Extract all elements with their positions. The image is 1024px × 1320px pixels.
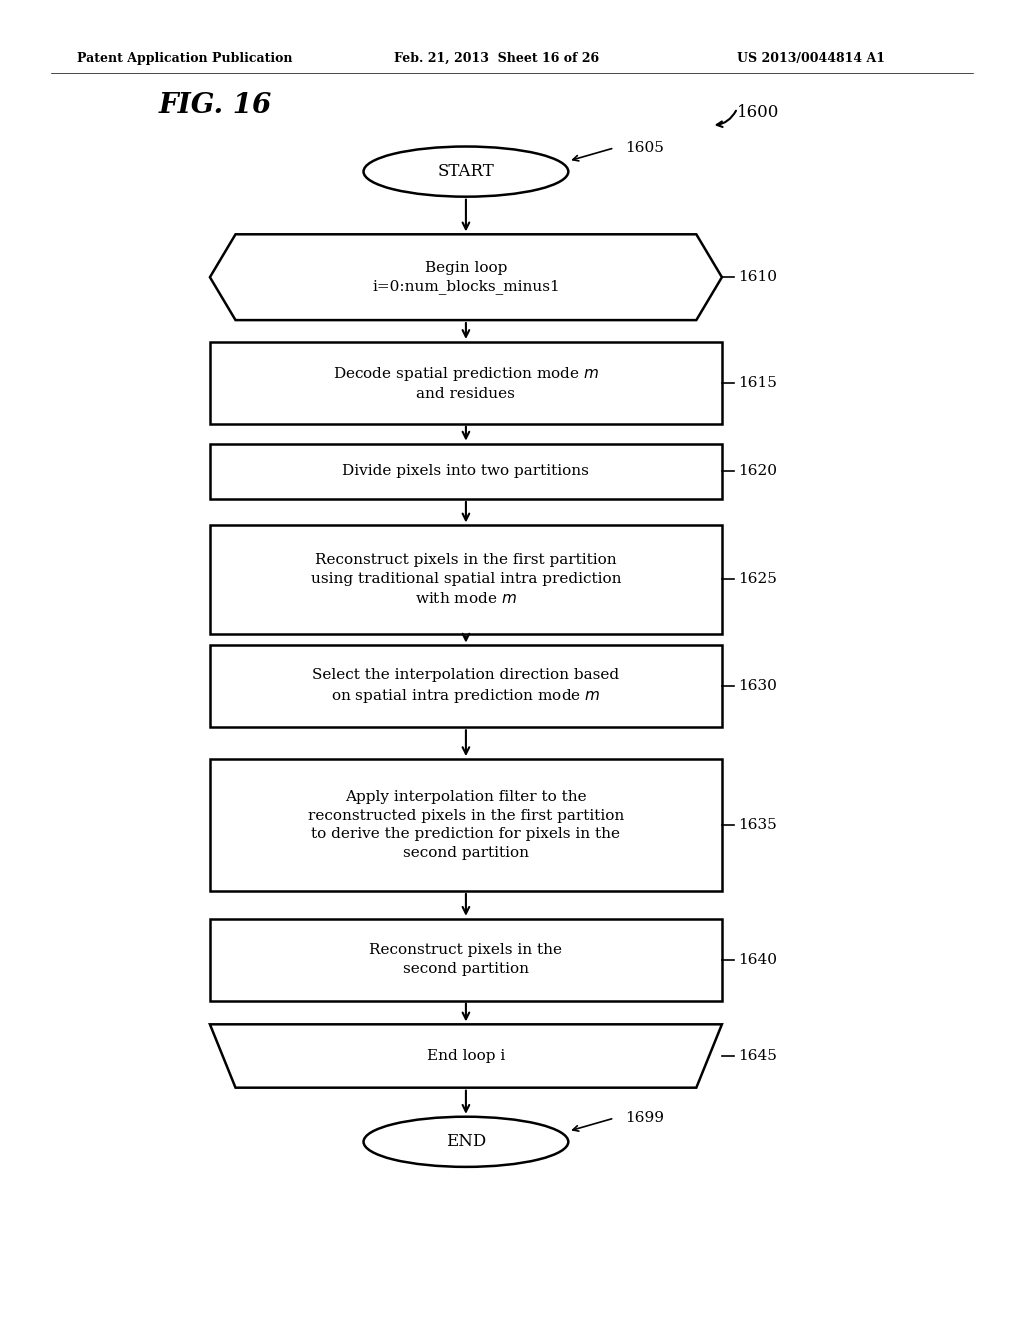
- Text: 1630: 1630: [738, 680, 777, 693]
- Text: Reconstruct pixels in the first partition
using traditional spatial intra predic: Reconstruct pixels in the first partitio…: [310, 553, 622, 606]
- Text: 1615: 1615: [738, 376, 777, 389]
- Text: 1640: 1640: [738, 953, 777, 966]
- Polygon shape: [210, 1024, 722, 1088]
- Text: 1600: 1600: [737, 104, 779, 120]
- Ellipse shape: [364, 147, 568, 197]
- Text: Apply interpolation filter to the
reconstructed pixels in the first partition
to: Apply interpolation filter to the recons…: [308, 791, 624, 859]
- Text: 1699: 1699: [625, 1111, 664, 1125]
- Polygon shape: [210, 235, 722, 319]
- Ellipse shape: [364, 1117, 568, 1167]
- Text: Decode spatial prediction mode $m$
and residues: Decode spatial prediction mode $m$ and r…: [333, 364, 599, 401]
- Bar: [210, 525, 722, 634]
- Bar: [210, 645, 722, 727]
- Text: Select the interpolation direction based
on spatial intra prediction mode $m$: Select the interpolation direction based…: [312, 668, 620, 705]
- Text: 1635: 1635: [738, 818, 777, 832]
- Text: START: START: [437, 164, 495, 180]
- Text: Divide pixels into two partitions: Divide pixels into two partitions: [342, 465, 590, 478]
- Bar: [210, 342, 722, 424]
- Bar: [210, 919, 722, 1001]
- Text: 1620: 1620: [738, 465, 777, 478]
- Bar: [210, 444, 722, 499]
- Text: 1605: 1605: [625, 141, 664, 154]
- Bar: [210, 759, 722, 891]
- Text: Begin loop
i=0:num_blocks_minus1: Begin loop i=0:num_blocks_minus1: [372, 260, 560, 294]
- Text: Reconstruct pixels in the
second partition: Reconstruct pixels in the second partiti…: [370, 944, 562, 975]
- Text: 1645: 1645: [738, 1049, 777, 1063]
- Text: US 2013/0044814 A1: US 2013/0044814 A1: [737, 51, 886, 65]
- Text: 1610: 1610: [738, 271, 777, 284]
- Text: 1625: 1625: [738, 573, 777, 586]
- Text: End loop i: End loop i: [427, 1049, 505, 1063]
- Text: Feb. 21, 2013  Sheet 16 of 26: Feb. 21, 2013 Sheet 16 of 26: [394, 51, 599, 65]
- Text: FIG. 16: FIG. 16: [159, 92, 272, 119]
- Text: Patent Application Publication: Patent Application Publication: [77, 51, 292, 65]
- Text: END: END: [445, 1134, 486, 1150]
